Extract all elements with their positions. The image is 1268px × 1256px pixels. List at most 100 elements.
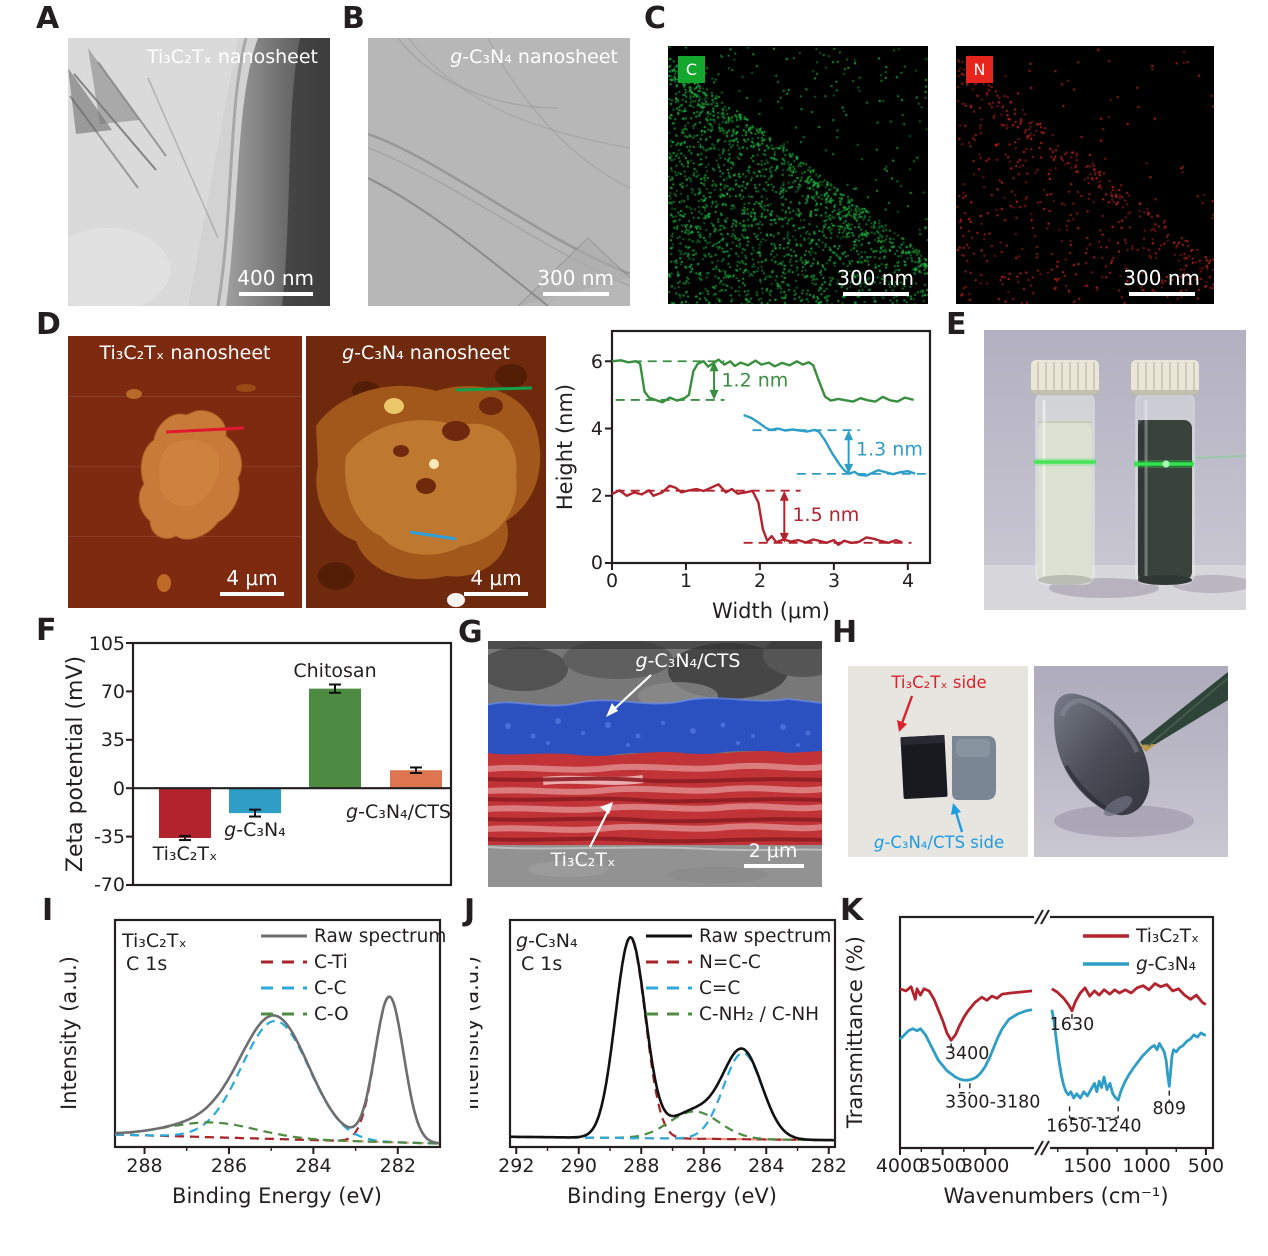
- arrow-head: [709, 361, 719, 372]
- legend-italic: g: [1136, 954, 1148, 975]
- bar-label-gc3n4: g-C₃N₄: [224, 819, 286, 841]
- photo-floor: [984, 565, 1246, 610]
- afm-b-scalebar: 4 μm: [464, 568, 528, 596]
- y-axis-title: Zeta potential (mV): [63, 656, 88, 872]
- sem-blob: [488, 647, 568, 691]
- sem-cross-section: g-C₃N₄/CTS Ti₃C₂Tₓ 2 μm: [488, 641, 822, 887]
- legend-label: Ti₃C₂Tₓ: [1135, 926, 1199, 947]
- y-tick-label: -35: [94, 826, 125, 848]
- eds-carbon-dots: [668, 46, 928, 304]
- x-tick-label: 286: [686, 1155, 722, 1177]
- bar-label-ti3c2tx: Ti₃C₂Tₓ: [152, 843, 218, 865]
- component-C=C: [510, 1051, 834, 1142]
- tem-b-fold: [407, 38, 630, 149]
- eds-tag-c: C: [678, 56, 705, 83]
- mxene-side-piece: [900, 734, 948, 800]
- legend-label: C-C: [314, 978, 347, 999]
- gcn-cts-rim: [488, 697, 822, 707]
- axis-break-gap: [1034, 1140, 1050, 1156]
- x-tick-label: 1500: [1063, 1155, 1111, 1177]
- y-tick-label: -70: [94, 874, 125, 896]
- panel-label-k: K: [840, 893, 864, 928]
- bar-3: [390, 770, 442, 789]
- tem-a-title: Ti₃C₂Tₓ nanosheet: [147, 46, 318, 68]
- profile-Ti3C2Tx-line: [611, 483, 903, 546]
- bar-label-italic: g: [224, 819, 236, 841]
- scalebar-line: [1128, 292, 1195, 296]
- ftir-annotation: 3400: [945, 1044, 990, 1064]
- panel-label-g: G: [458, 615, 483, 650]
- cap-edge: [1031, 390, 1099, 395]
- arrow-head: [779, 532, 789, 543]
- afm-a-scalebar: 4 μm: [220, 568, 284, 596]
- component-C-Ti: [114, 995, 440, 1145]
- tem-a-edge-line: [216, 38, 248, 306]
- scanline: [68, 396, 302, 397]
- x-tick-label: 284: [295, 1155, 331, 1177]
- photo-bg: [984, 330, 1246, 610]
- gcn-cts-side-label: g-C₃N₄/CTS side: [874, 833, 1004, 852]
- x-tick-label: 0: [606, 570, 618, 592]
- sem-bottom-texture: [668, 867, 768, 883]
- y-axis-title: Intensity (a.u.): [470, 956, 483, 1110]
- legend-label: Raw spectrum: [314, 926, 446, 947]
- sem-art: g-C₃N₄/CTS Ti₃C₂Tₓ 2 μm: [488, 641, 822, 887]
- component-C-NH2/C-NH: [510, 1110, 834, 1142]
- tem-b-title-italic: g: [450, 46, 463, 68]
- y-tick-label: 0: [113, 778, 125, 800]
- ftir-Ti3C2Tx: [1051, 982, 1207, 1013]
- afm-b-dark-patch: [318, 562, 354, 590]
- tem-a-art: [68, 38, 330, 306]
- profile-g-C3N4-line-2: [743, 413, 916, 477]
- arrow-to-blue-layer: [609, 674, 652, 714]
- afm-a-speck: [236, 384, 256, 392]
- x-tick-label: 1000: [1122, 1155, 1170, 1177]
- eds-n-scalebar: 300 nm: [1123, 268, 1200, 296]
- shadow: [1054, 805, 1194, 837]
- membrane-sheen: [1059, 698, 1140, 754]
- x-axis-title: Width (μm): [712, 599, 830, 623]
- scalebar-line: [842, 292, 909, 296]
- afm-b-title-italic: g: [342, 342, 355, 364]
- liquid-shading: [1138, 420, 1146, 580]
- afm-a-art: [68, 336, 302, 608]
- arrow-head: [951, 803, 961, 815]
- arrow-head: [897, 720, 907, 732]
- y-tick-label: 4: [591, 418, 603, 440]
- arrow-head: [606, 703, 618, 717]
- scalebar-line: [542, 292, 609, 296]
- profile-line-green: [455, 386, 533, 392]
- x-tick-label: 1: [680, 570, 692, 592]
- corner-italic: g: [516, 930, 528, 952]
- x-tick-label: 3500: [918, 1155, 966, 1177]
- axis-break-gap: [1034, 909, 1050, 925]
- label-italic: g: [636, 650, 648, 672]
- x-tick-label: 284: [748, 1155, 784, 1177]
- eds-map-carbon: C 300 nm: [668, 46, 928, 304]
- corner-rest: -C₃N₄: [528, 930, 578, 952]
- bar-0: [159, 788, 211, 838]
- panel-label-e: E: [946, 307, 967, 342]
- tem-b-fold: [487, 38, 630, 189]
- tweezers-tip: [1140, 744, 1156, 752]
- afm-b-hole: [416, 478, 436, 494]
- ftir-annotation: 1650-1240: [1046, 1117, 1141, 1137]
- legend-label: C-NH₂ / C-NH: [699, 1004, 819, 1025]
- profile-line-red: [165, 426, 245, 434]
- label-rest: -C₃N₄/CTS: [648, 650, 741, 672]
- vial-right-liquid: [1138, 420, 1192, 580]
- x-axis-title: Binding Energy (eV): [172, 1184, 382, 1208]
- bar-label-chitosan: Chitosan: [293, 660, 376, 682]
- profile-line-blue: [409, 530, 457, 541]
- afm-b-bright-spot: [429, 459, 439, 469]
- membrane-sides-art: Ti₃C₂Tₓ side g-C₃N₄/CTS side: [848, 666, 1028, 857]
- legend-label: C-Ti: [314, 952, 348, 973]
- raw-spectrum: [114, 995, 440, 1145]
- panel-label-i: I: [42, 893, 54, 928]
- raw-spectrum: [510, 936, 834, 1142]
- tweezers: [1140, 672, 1228, 750]
- label-italic: g: [874, 833, 884, 852]
- scalebar-text: 300 nm: [537, 266, 614, 290]
- y-tick-label: 6: [591, 351, 603, 373]
- panel-label-d: D: [36, 307, 61, 342]
